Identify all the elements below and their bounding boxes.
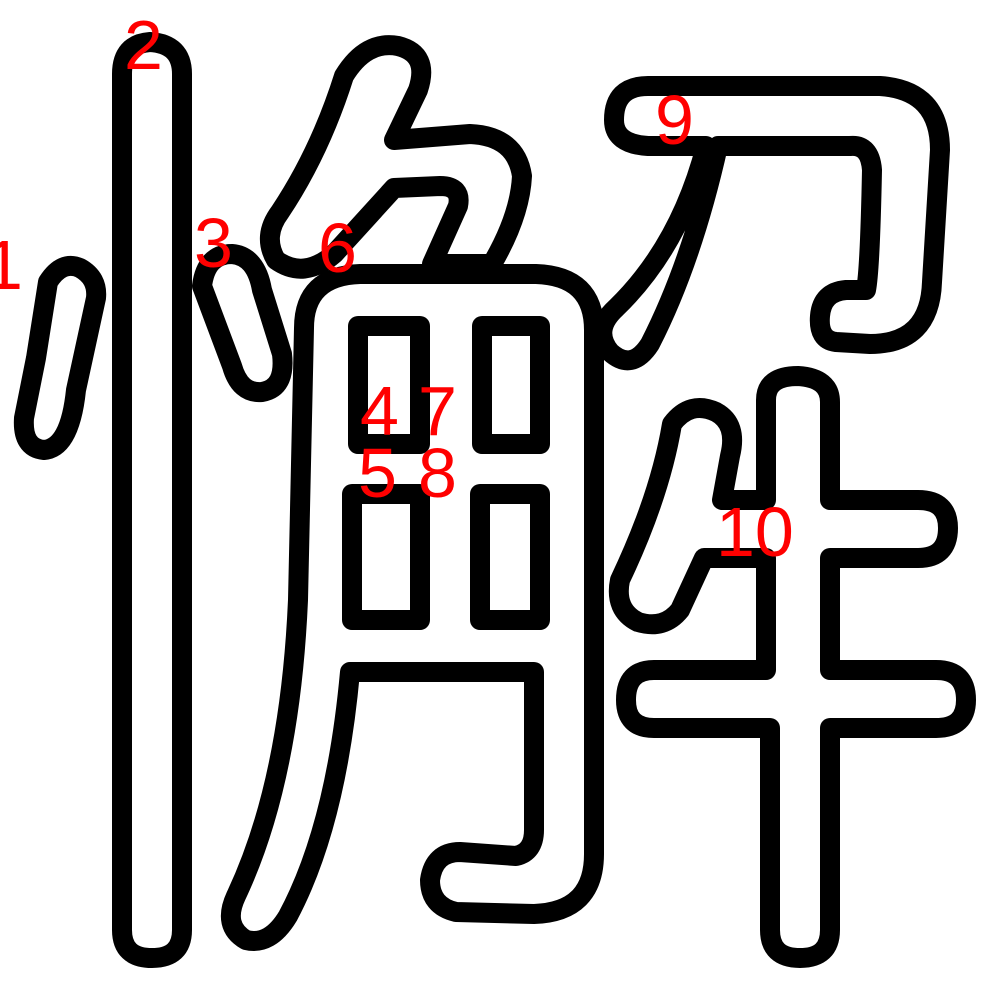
- stroke-label-3: 3: [194, 204, 233, 282]
- inner-cell-bottom-left: [342, 484, 430, 630]
- stroke-9-shape: [592, 76, 950, 371]
- stroke-1-shape: [13, 255, 107, 460]
- stroke-10-shape: [608, 366, 976, 968]
- inner-cell-top-left: [348, 316, 430, 454]
- stroke-label-9: 9: [655, 81, 694, 159]
- stroke-2-shape: [112, 32, 192, 968]
- stroke-label-7: 7: [418, 372, 457, 450]
- stroke-label-1: 1: [0, 226, 23, 304]
- stroke-label-8: 8: [418, 434, 457, 512]
- inner-cell-bottom-right: [470, 484, 550, 630]
- stroke-label-2: 2: [124, 6, 163, 84]
- stroke-label-10: 10: [716, 493, 794, 571]
- stroke-3-shape: [192, 244, 293, 403]
- inner-cell-top-right: [472, 316, 550, 454]
- stroke-6-shape: [260, 35, 532, 279]
- stroke-label-4: 4: [360, 372, 399, 450]
- stroke-label-6: 6: [318, 209, 357, 287]
- stroke-label-5: 5: [358, 434, 397, 512]
